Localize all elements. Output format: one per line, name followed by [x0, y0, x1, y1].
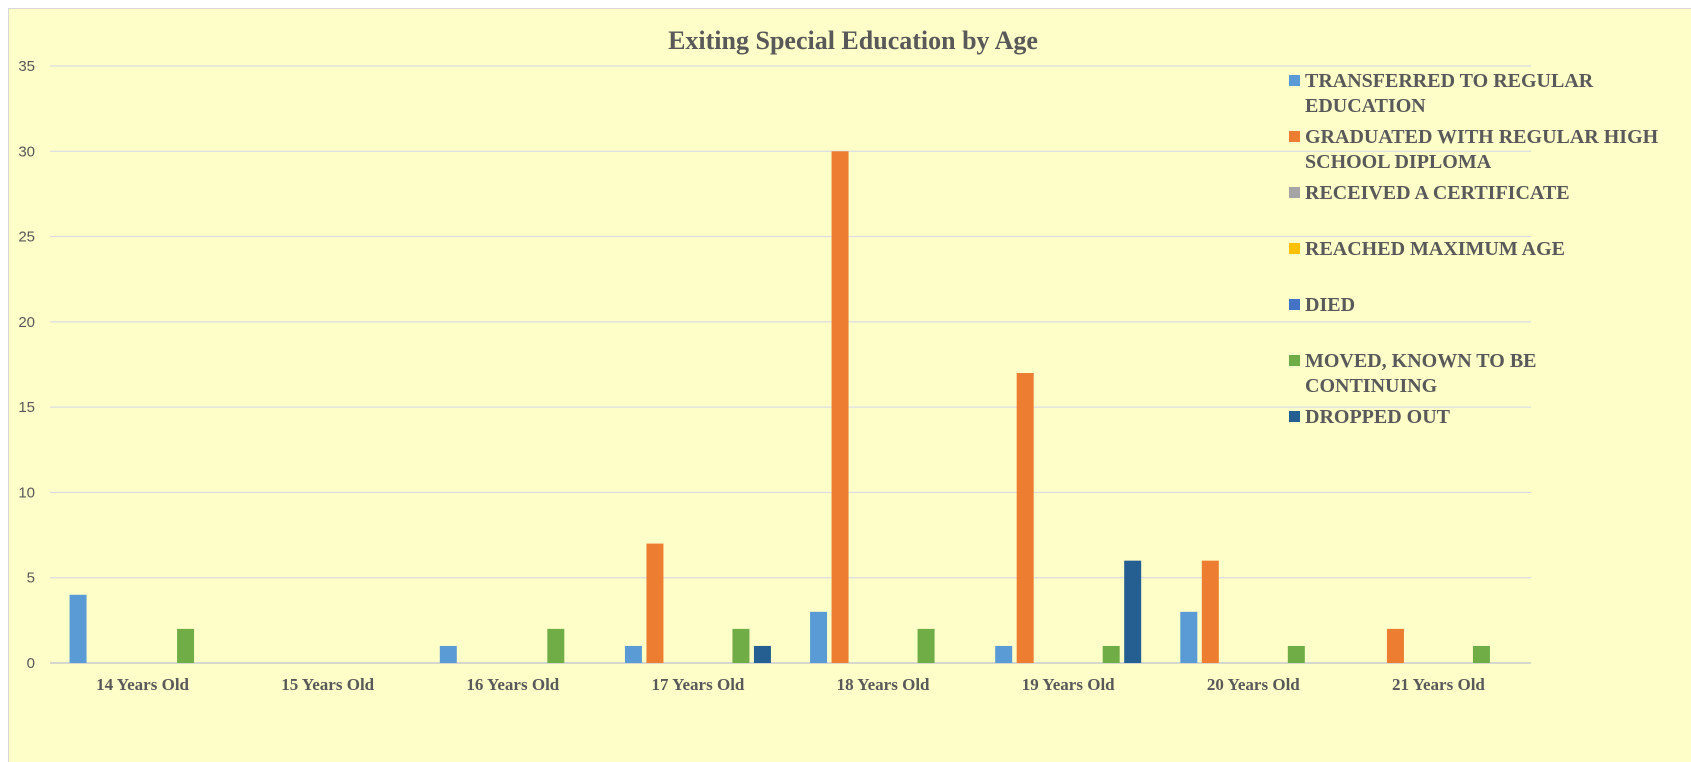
y-tick-label: 10 [18, 484, 35, 501]
legend-label: GRADUATED WITH REGULAR HIGH [1305, 126, 1659, 148]
bar [624, 645, 642, 663]
bar [439, 645, 457, 663]
chart-area: 0 5 10 15 20 25 30 35 14 Years Old 15 Years Old 1… [8, 8, 1691, 762]
chart-title: Exiting Special Education by Age [668, 26, 1038, 55]
legend-label: DROPPED OUT [1305, 406, 1451, 428]
legend-swatch [1289, 299, 1300, 310]
bar [995, 645, 1013, 663]
bar [547, 628, 565, 663]
bar [1102, 645, 1120, 663]
y-tick-label: 5 [27, 570, 35, 587]
bar [753, 645, 771, 663]
y-tick-label: 35 [18, 58, 35, 75]
legend-label: RECEIVED A CERTIFICATE [1305, 182, 1570, 204]
legend-label: DIED [1305, 294, 1355, 316]
bar [1201, 560, 1219, 663]
bar [177, 628, 195, 663]
gridlines [50, 65, 1531, 664]
x-tick-label: 17 Years Old [652, 675, 745, 694]
bar [732, 628, 750, 663]
legend-label: SCHOOL DIPLOMA [1305, 151, 1492, 173]
bar [831, 151, 849, 664]
x-tick-label: 14 Years Old [96, 675, 189, 694]
x-tick-label: 18 Years Old [837, 675, 930, 694]
bar [646, 543, 664, 663]
legend-swatch [1289, 75, 1300, 86]
bar [69, 594, 87, 663]
legend-label: TRANSFERRED TO REGULAR [1305, 70, 1594, 92]
y-tick-label: 30 [18, 143, 35, 160]
bar [1287, 645, 1305, 663]
legend-swatch [1289, 355, 1300, 366]
legend: TRANSFERRED TO REGULAR EDUCATION GRADUATED… [1289, 70, 1659, 428]
bar [1180, 611, 1198, 663]
legend-swatch [1289, 411, 1300, 422]
y-tick-label: 25 [18, 229, 35, 246]
bar [1386, 628, 1404, 663]
bar [917, 628, 935, 663]
legend-swatch [1289, 243, 1300, 254]
legend-swatch [1289, 131, 1300, 142]
bars [69, 151, 1490, 664]
x-tick-label: 19 Years Old [1022, 675, 1115, 694]
y-axis-ticks: 0 5 10 15 20 25 30 35 [18, 58, 35, 672]
legend-label: MOVED, KNOWN TO BE [1305, 350, 1537, 372]
x-tick-label: 21 Years Old [1392, 675, 1485, 694]
x-tick-label: 15 Years Old [281, 675, 374, 694]
bar [810, 611, 828, 663]
legend-label: EDUCATION [1305, 95, 1426, 117]
bar [1124, 560, 1142, 663]
legend-label: CONTINUING [1305, 375, 1438, 397]
x-tick-label: 20 Years Old [1207, 675, 1300, 694]
y-tick-label: 0 [27, 655, 35, 672]
bar [1016, 373, 1034, 663]
bar [1472, 645, 1490, 663]
legend-swatch [1289, 187, 1300, 198]
legend-label: REACHED MAXIMUM AGE [1305, 238, 1565, 260]
y-tick-label: 20 [18, 314, 35, 331]
x-axis-ticks: 14 Years Old 15 Years Old 16 Years Old 17 Y… [96, 675, 1485, 694]
y-tick-label: 15 [18, 399, 35, 416]
x-tick-label: 16 Years Old [466, 675, 559, 694]
